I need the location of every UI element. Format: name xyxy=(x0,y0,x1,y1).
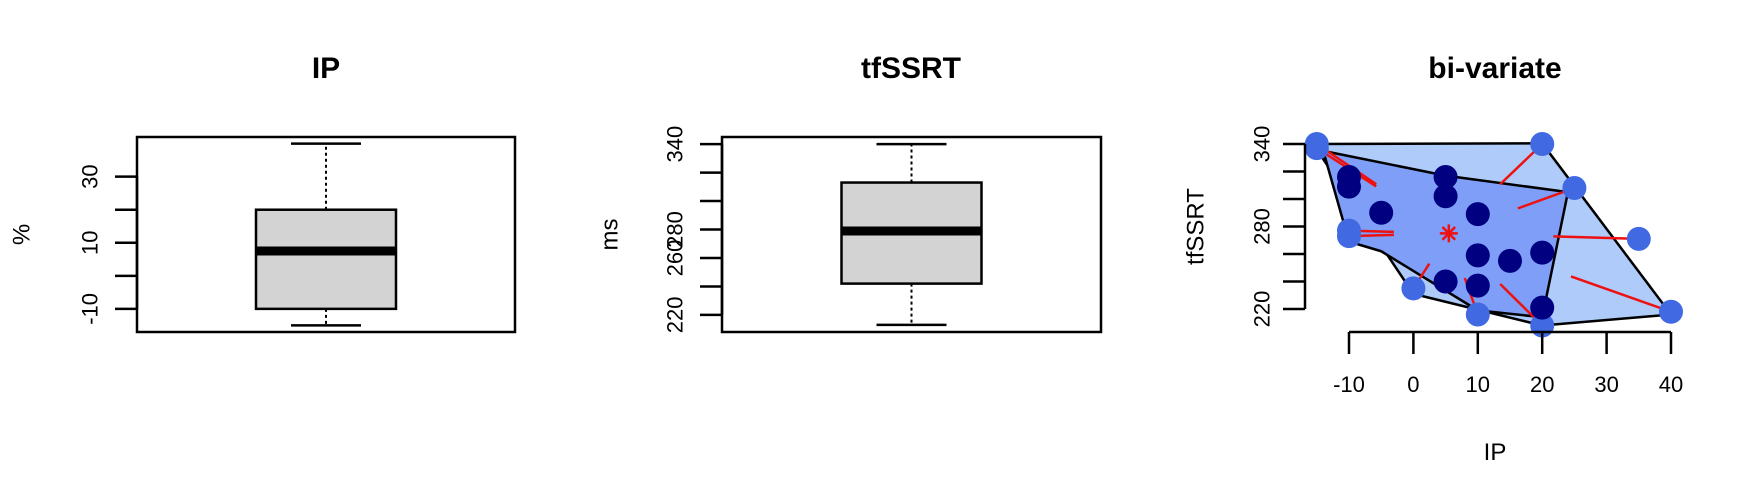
boxplot-panel-1: IP -10 10 30% xyxy=(9,52,517,334)
outlier-point xyxy=(1304,136,1329,161)
outlier-point xyxy=(1401,276,1426,301)
outlier-point xyxy=(1626,226,1651,251)
inlier-point xyxy=(1530,240,1555,265)
outlier-point xyxy=(1562,176,1587,200)
y-tick-label: 220 xyxy=(1250,291,1275,328)
chart-title: IP xyxy=(312,52,340,85)
x-tick-label: 30 xyxy=(1594,372,1618,397)
inlier-point xyxy=(1433,269,1458,294)
y-axis-label: % xyxy=(9,224,36,245)
inlier-point xyxy=(1433,165,1458,189)
x-tick-label: 0 xyxy=(1407,372,1419,397)
x-tick-label: 20 xyxy=(1530,372,1554,397)
inlier-point xyxy=(1337,174,1361,199)
x-tick-label: -10 xyxy=(1333,372,1365,397)
center-asterisk-stroke xyxy=(1441,226,1457,241)
y-tick-label: 340 xyxy=(1250,126,1275,163)
outlier-whisker xyxy=(1570,275,1672,313)
y-axis-label: ms xyxy=(597,219,624,251)
center-asterisk xyxy=(1439,224,1458,243)
inlier-point xyxy=(1433,184,1458,209)
y-tick-label: 280 xyxy=(1250,208,1275,245)
bagplot-panel: bi-variate -10 0 10 20 30 40 IP 220 280 340 tfSSRT xyxy=(1183,52,1684,466)
inlier-point xyxy=(1465,273,1490,298)
inlier-point xyxy=(1369,200,1394,225)
outlier-point xyxy=(1465,302,1490,327)
x-axis-label: IP xyxy=(1484,439,1507,466)
box-iqr xyxy=(254,208,398,311)
y-tick-label: 280 xyxy=(663,211,688,248)
y-tick-label: 10 xyxy=(78,231,103,255)
y-axis-label: tfSSRT xyxy=(1183,188,1210,265)
y-tick-label: 220 xyxy=(663,297,688,334)
inlier-point xyxy=(1465,243,1490,268)
y-tick-label: 260 xyxy=(663,240,688,277)
chart-title: bi-variate xyxy=(1428,52,1561,85)
y-tick-label: -10 xyxy=(78,293,103,325)
outlier-point xyxy=(1337,224,1361,249)
inlier-point xyxy=(1530,295,1555,320)
outlier-point xyxy=(1530,132,1555,156)
inlier-point xyxy=(1498,248,1522,273)
y-tick-label: 340 xyxy=(663,126,688,163)
x-tick-label: 40 xyxy=(1659,372,1683,397)
outlier-whisker xyxy=(1553,235,1639,241)
chart-title: tfSSRT xyxy=(861,52,961,85)
y-tick-label: 30 xyxy=(78,164,103,188)
x-tick-label: 10 xyxy=(1466,372,1490,397)
outlier-point xyxy=(1659,299,1683,324)
inlier-point xyxy=(1465,202,1490,227)
